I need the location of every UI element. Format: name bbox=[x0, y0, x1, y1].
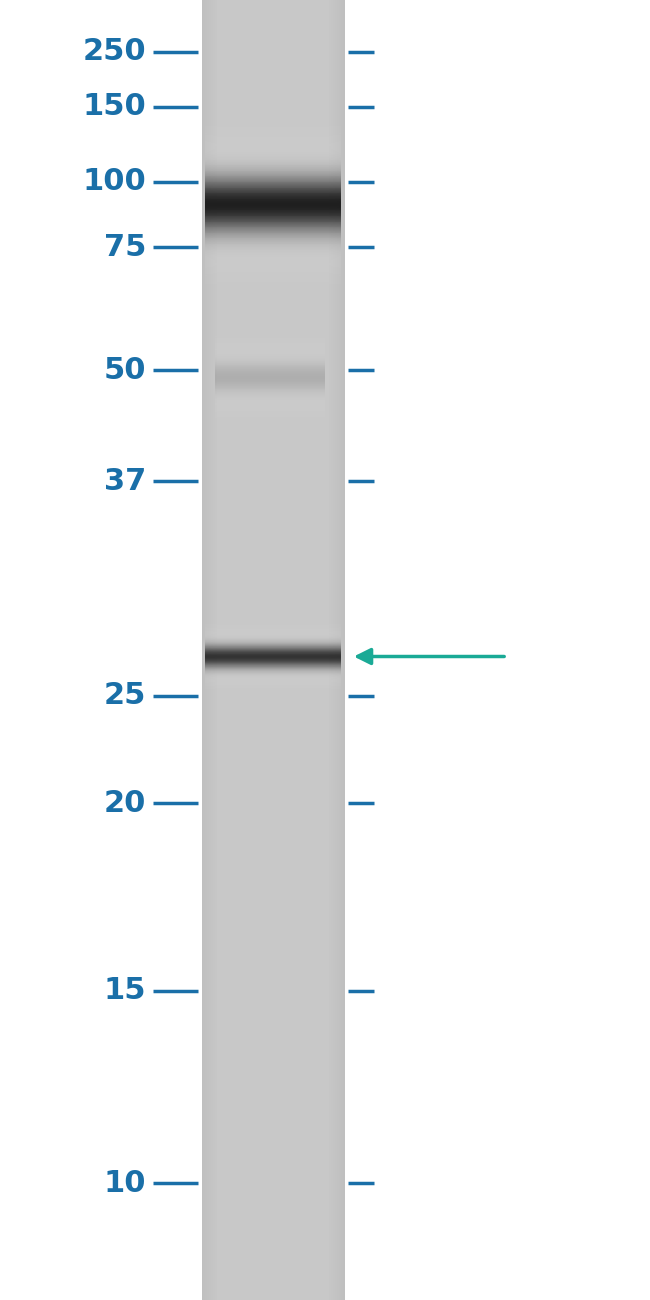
Text: 25: 25 bbox=[104, 681, 146, 710]
Text: 15: 15 bbox=[104, 976, 146, 1005]
Text: 100: 100 bbox=[83, 168, 146, 196]
FancyBboxPatch shape bbox=[202, 0, 344, 1300]
Text: 75: 75 bbox=[104, 233, 146, 261]
Text: 50: 50 bbox=[104, 356, 146, 385]
FancyBboxPatch shape bbox=[341, 0, 343, 1300]
FancyBboxPatch shape bbox=[205, 0, 207, 1300]
Text: 37: 37 bbox=[104, 467, 146, 495]
Text: 10: 10 bbox=[104, 1169, 146, 1197]
FancyBboxPatch shape bbox=[339, 0, 341, 1300]
FancyBboxPatch shape bbox=[207, 0, 209, 1300]
Text: 20: 20 bbox=[104, 789, 146, 818]
FancyBboxPatch shape bbox=[337, 0, 339, 1300]
Text: 250: 250 bbox=[83, 38, 146, 66]
FancyBboxPatch shape bbox=[203, 0, 205, 1300]
Text: 150: 150 bbox=[83, 92, 146, 121]
FancyBboxPatch shape bbox=[343, 0, 344, 1300]
FancyBboxPatch shape bbox=[202, 0, 203, 1300]
